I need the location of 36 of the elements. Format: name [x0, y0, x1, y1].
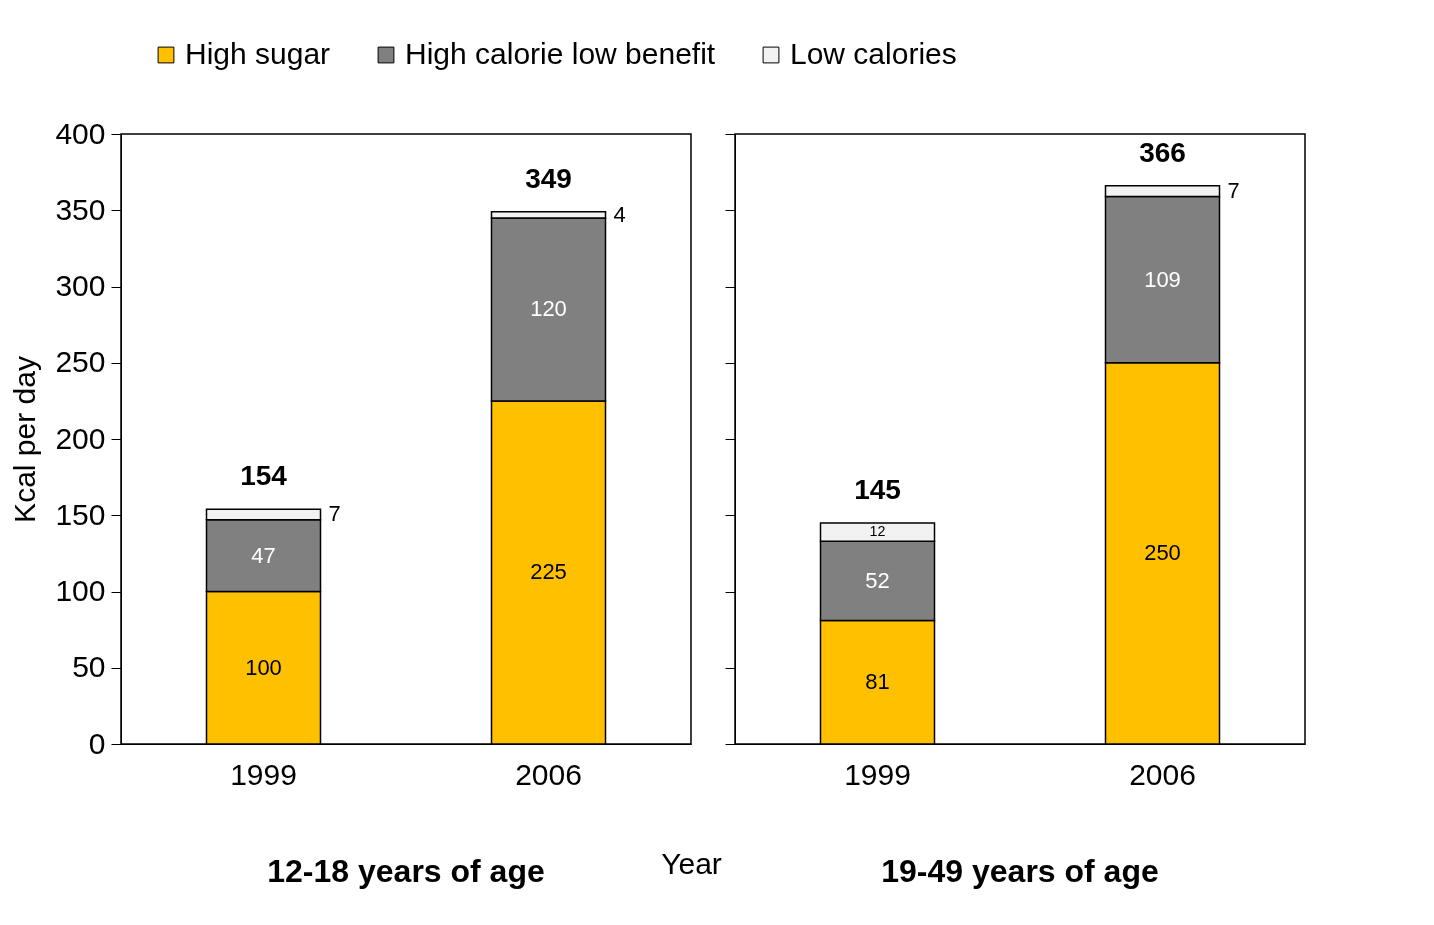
- x-tick-label: 1999: [844, 757, 911, 791]
- x-tick-label: 2006: [515, 757, 582, 791]
- data-label: 52: [865, 567, 890, 593]
- data-label: 250: [1144, 540, 1181, 566]
- data-label: 120: [530, 296, 567, 322]
- total-label: 349: [525, 162, 572, 194]
- data-label: 47: [251, 542, 276, 568]
- y-tick-label: 0: [88, 726, 106, 760]
- data-label: 4: [613, 201, 626, 227]
- y-tick-label: 100: [55, 574, 106, 607]
- y-tick-label: 200: [55, 421, 106, 455]
- legend-label: Low calories: [790, 37, 957, 70]
- y-tick-label: 50: [72, 650, 106, 684]
- data-label: 100: [245, 654, 282, 680]
- text: 19-49 years of age: [881, 853, 1159, 889]
- y-tick-label: 250: [55, 345, 106, 379]
- y-axis-title: Kcal per day: [8, 356, 42, 523]
- x-tick-label: 2006: [1129, 757, 1196, 791]
- total-label: 154: [240, 460, 288, 492]
- y-tick-label: 300: [55, 269, 106, 302]
- legend-label: High calorie low benefit: [405, 37, 716, 70]
- data-label: 225: [530, 559, 567, 585]
- y-tick-label: 400: [55, 116, 106, 150]
- data-label: 7: [1227, 178, 1240, 204]
- data-label: 81: [865, 669, 890, 695]
- data-label: 12: [869, 523, 886, 540]
- y-tick-label: 350: [55, 192, 106, 226]
- text: 12-18 years of age: [267, 853, 545, 889]
- total-label: 366: [1139, 136, 1186, 168]
- x-tick-label: 1999: [230, 757, 297, 791]
- total-label: 145: [854, 473, 901, 505]
- data-label: 7: [328, 501, 341, 527]
- data-label: 109: [1144, 266, 1181, 292]
- legend-label: High sugar: [185, 37, 331, 70]
- y-tick-label: 150: [55, 497, 106, 531]
- x-axis-title: Year: [661, 846, 722, 880]
